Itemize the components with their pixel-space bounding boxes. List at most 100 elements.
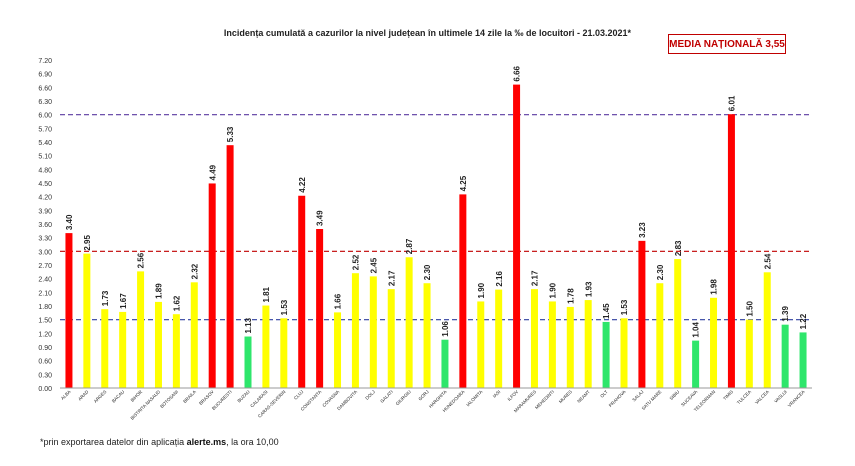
bar <box>226 145 234 388</box>
bar <box>530 289 538 388</box>
x-tick-label: PRAHOVA <box>608 389 627 408</box>
bar <box>244 336 252 388</box>
value-label: 1.13 <box>244 317 253 333</box>
bar <box>441 339 449 388</box>
value-label: 2.54 <box>763 253 772 269</box>
y-tick-label: 6.30 <box>38 99 52 106</box>
y-tick-label: 6.60 <box>38 85 52 92</box>
value-label: 3.23 <box>638 222 647 238</box>
y-tick-label: 2.10 <box>38 290 52 297</box>
bar <box>548 301 556 388</box>
value-label: 1.98 <box>710 279 719 295</box>
value-label: 1.53 <box>620 299 629 315</box>
x-tick-label: TULCEA <box>736 389 752 405</box>
x-tick-label: ARAD <box>77 389 90 402</box>
x-tick-label: NEAMT <box>576 389 591 404</box>
bar <box>799 332 807 388</box>
threshold-lines <box>60 114 812 321</box>
value-label: 2.30 <box>656 264 665 280</box>
x-tick-label: BRASOV <box>198 389 215 406</box>
bar <box>334 312 342 388</box>
x-tick-label: BRAILA <box>182 389 197 404</box>
bar <box>262 305 270 388</box>
bar <box>369 276 377 388</box>
y-tick-label: 0.30 <box>38 372 52 379</box>
value-label: 1.73 <box>101 290 110 306</box>
bar <box>727 114 735 388</box>
x-tick-label: BUZAU <box>236 389 250 403</box>
value-label: 2.95 <box>83 234 92 250</box>
bar <box>656 283 664 388</box>
y-tick-label: 1.20 <box>38 331 52 338</box>
x-tick-label: BACAU <box>111 389 126 404</box>
bar <box>584 300 592 388</box>
y-tick-label: 5.10 <box>38 154 52 161</box>
footnote: *prin exportarea datelor din aplicația a… <box>40 437 279 447</box>
bar <box>423 283 431 388</box>
x-tick-label: BIHOR <box>130 389 144 403</box>
value-label: 1.93 <box>584 281 593 297</box>
y-tick-label: 0.60 <box>38 359 52 366</box>
value-label: 1.67 <box>119 293 128 309</box>
bar <box>298 195 306 388</box>
bar <box>602 321 610 388</box>
y-tick-label: 4.50 <box>38 181 52 188</box>
value-label: 1.89 <box>155 283 164 299</box>
x-tick-label: MURES <box>558 389 573 404</box>
value-label: 1.90 <box>548 282 557 298</box>
bar <box>459 194 467 388</box>
bar <box>566 306 574 388</box>
y-tick-label: 5.40 <box>38 140 52 147</box>
bar <box>745 319 753 388</box>
x-tick-label: ALBA <box>60 389 72 401</box>
x-tick-label: IALOMITA <box>465 389 483 407</box>
bar <box>208 183 216 388</box>
value-label: 6.01 <box>728 95 737 111</box>
value-label: 1.78 <box>566 288 575 304</box>
bar <box>190 282 198 388</box>
value-label: 2.56 <box>137 252 146 268</box>
y-tick-label: 3.30 <box>38 236 52 243</box>
y-tick-label: 3.00 <box>38 249 52 256</box>
x-tick-label: ARGES <box>93 389 108 404</box>
bar <box>280 318 288 388</box>
value-label: 2.30 <box>423 264 432 280</box>
x-tick-label: CLUJ <box>293 389 305 401</box>
value-label: 2.83 <box>674 240 683 256</box>
x-tick-label: SIBIU <box>669 389 681 401</box>
x-tick-label: VRANCEA <box>787 389 806 408</box>
x-tick-label: SALAJ <box>631 389 644 402</box>
value-label: 3.40 <box>65 214 74 230</box>
bar <box>513 84 521 388</box>
x-tick-label: GALATI <box>379 389 394 404</box>
x-tick-label: MEHEDINTI <box>534 389 555 410</box>
value-labels: 3.40 2.95 1.73 1.67 2.56 1.89 1.62 2.32 4.49 5.33… <box>65 65 808 337</box>
bar <box>137 271 145 388</box>
value-label: 2.52 <box>352 254 361 270</box>
value-label: 1.50 <box>745 301 754 317</box>
x-tick-label: ILFOV <box>507 389 520 402</box>
value-label: 1.90 <box>477 282 486 298</box>
value-label: 1.81 <box>262 286 271 302</box>
bar <box>154 301 162 388</box>
bar <box>101 309 109 388</box>
value-label: 4.49 <box>208 164 217 180</box>
x-tick-label: GORJ <box>417 389 429 401</box>
x-tick-label: BOTOSANI <box>159 389 179 409</box>
bar <box>638 240 646 388</box>
footnote-prefix: *prin exportarea datelor din aplicația <box>40 437 187 447</box>
x-tick-label: OLT <box>599 389 609 399</box>
x-tick-label: VALCEA <box>754 389 770 405</box>
y-tick-label: 0.00 <box>38 386 52 393</box>
value-label: 2.17 <box>531 270 540 286</box>
y-tick-label: 2.70 <box>38 263 52 270</box>
bar <box>316 229 324 388</box>
y-tick-label: 3.90 <box>38 208 52 215</box>
y-tick-label: 1.80 <box>38 304 52 311</box>
bars <box>65 84 807 388</box>
value-label: 2.87 <box>405 238 414 254</box>
bar <box>495 289 503 388</box>
footnote-source: alerte.ms <box>186 437 227 447</box>
value-label: 2.45 <box>369 257 378 273</box>
